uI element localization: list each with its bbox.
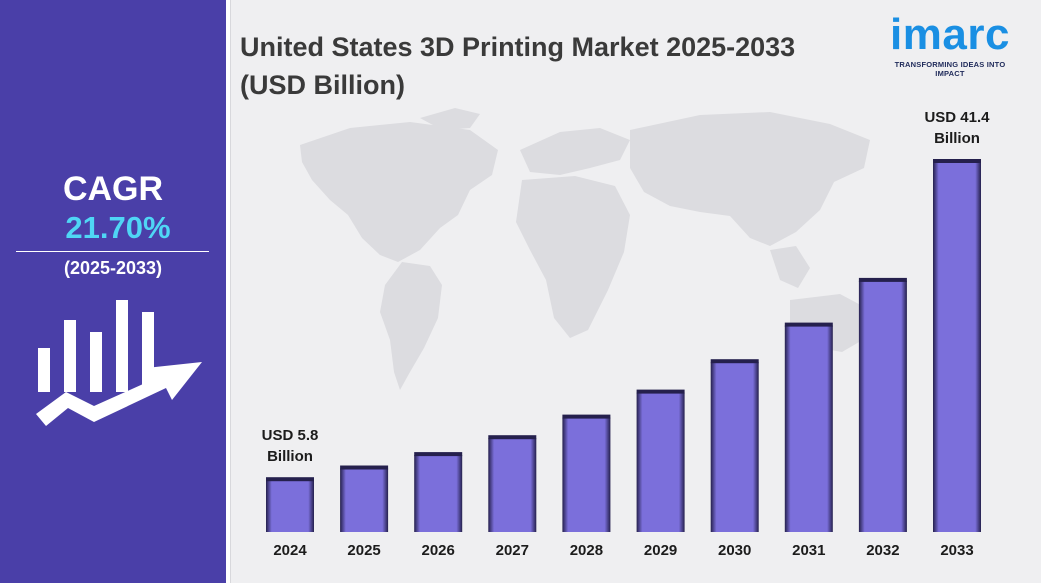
x-tick-label: 2027 (496, 542, 529, 559)
cagr-label: CAGR (62, 170, 164, 208)
bar-2026 (414, 455, 463, 532)
cagr-divider (16, 251, 209, 252)
bar-top-2025 (340, 465, 389, 470)
x-tick-label: 2033 (940, 542, 973, 559)
x-tick-label: 2029 (644, 542, 677, 559)
x-tick-label: 2025 (347, 542, 380, 559)
data-label-2024: USD 5.8 (262, 427, 319, 444)
data-label-2024: Billion (267, 448, 313, 465)
bar-2033 (933, 162, 981, 532)
bar-top-2024 (266, 477, 314, 482)
bar-top-2030 (710, 359, 759, 364)
chart-title: United States 3D Printing Market 2025-20… (240, 28, 880, 104)
x-tick-label: 2024 (273, 542, 307, 559)
x-tick-label: 2030 (718, 542, 751, 559)
bar-top-2031 (784, 322, 833, 327)
bar-2027 (488, 438, 537, 532)
brand-tagline: TRANSFORMING IDEAS INTO IMPACT (894, 60, 1006, 78)
cagr-period: (2025-2033) (63, 258, 163, 278)
x-tick-label: 2028 (570, 542, 603, 559)
bar-2030 (710, 362, 759, 532)
bar-top-2027 (488, 435, 537, 440)
x-tick-label: 2031 (792, 542, 825, 559)
bar-2024 (266, 480, 314, 532)
bar-top-2029 (636, 389, 685, 394)
brand-name: imarc (890, 10, 1010, 59)
x-tick-label: 2026 (422, 542, 455, 559)
bar-top-2028 (562, 414, 611, 419)
bar-chart-trend-arrow-icon (36, 300, 202, 426)
data-label-2033: USD 41.4 (924, 109, 990, 126)
bar-2031 (784, 325, 833, 532)
chart-title-line2: (USD Billion) (240, 70, 405, 100)
cagr-panel: CAGR 21.70% (2025-2033) (0, 0, 226, 583)
bar-top-2026 (414, 452, 463, 457)
bar-chart: 2024 2025 2026 2027 2028 2029 2030 2031 2032 2033… (262, 108, 991, 559)
bar-2028 (562, 417, 611, 532)
bar-top-2032 (858, 277, 907, 282)
bar-2029 (636, 392, 685, 532)
bar-top-2033 (933, 159, 981, 163)
world-map-background (300, 108, 870, 390)
x-tick-label: 2032 (866, 542, 899, 559)
bar-2032 (858, 280, 907, 532)
x-axis: 2024 2025 2026 2027 2028 2029 2030 2031 2032 2033 (273, 542, 973, 559)
bar-2025 (340, 468, 389, 532)
data-label-2033: Billion (934, 130, 980, 147)
chart-title-line1: United States 3D Printing Market 2025-20… (240, 32, 796, 62)
bar-annotations: USD 5.8 Billion USD 41.4 Billion (262, 109, 991, 465)
bar-series (266, 159, 981, 532)
brand-logo: imarc TRANSFORMING IDEAS INTO IMPACT (880, 8, 1030, 78)
cagr-value: 21.70% (65, 210, 171, 245)
